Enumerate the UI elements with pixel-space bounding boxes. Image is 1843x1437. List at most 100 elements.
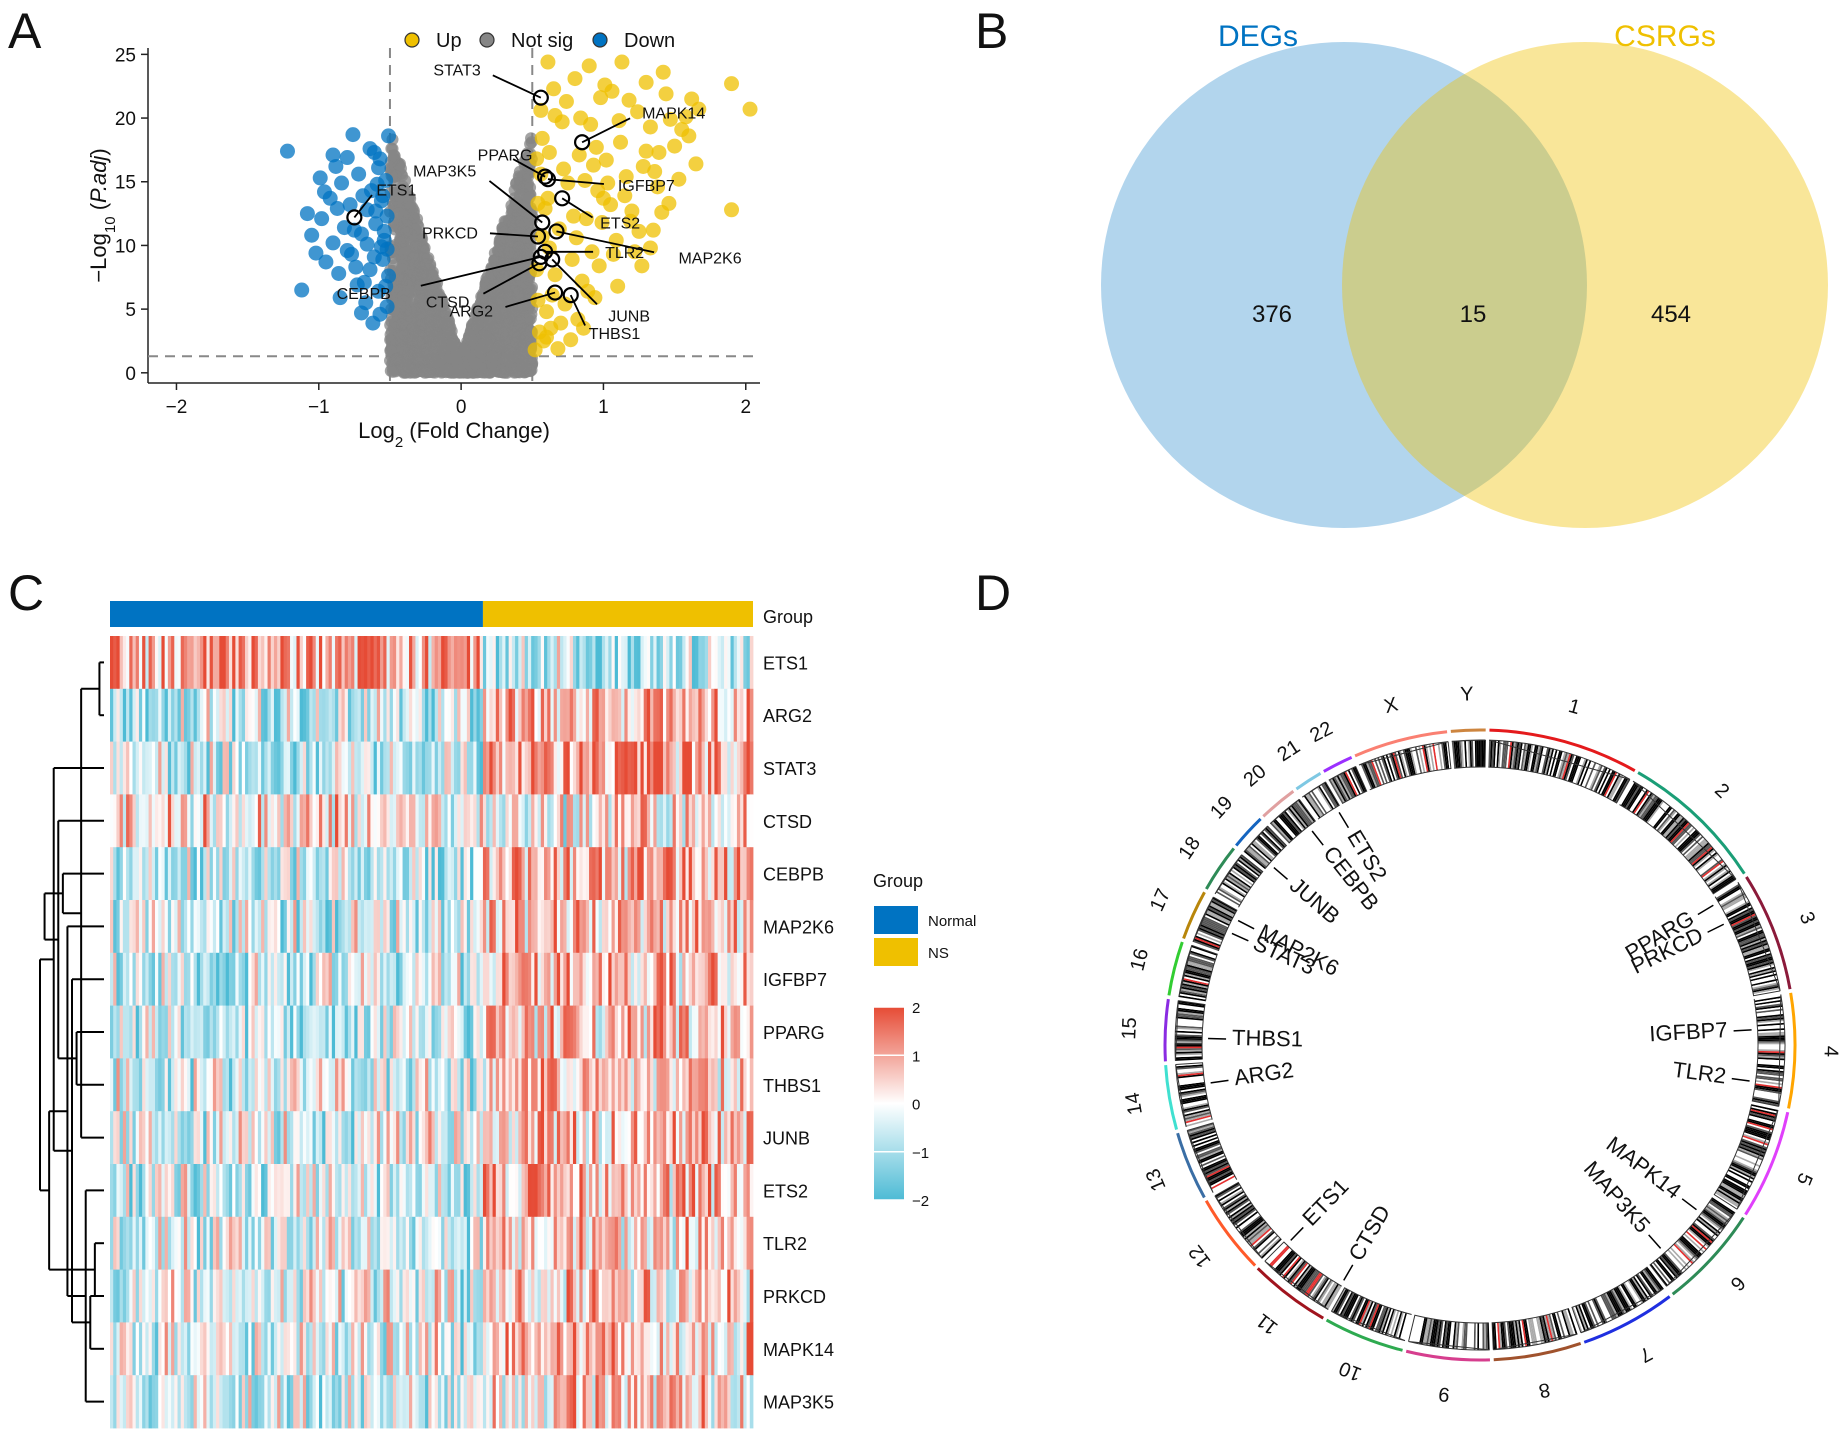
heatmap-cell [479, 900, 484, 954]
heatmap-cell [386, 1005, 391, 1059]
heatmap-cell [714, 794, 719, 848]
heatmap-cell [132, 794, 137, 848]
heatmap-cell [241, 1058, 246, 1112]
heatmap-cell [200, 1058, 204, 1112]
heatmap-cell [579, 847, 584, 901]
heatmap-cell [248, 741, 252, 795]
heatmap-cell [460, 1111, 465, 1165]
heatmap-cell [550, 688, 555, 742]
heatmap-cell [335, 1269, 339, 1323]
heatmap-cell [466, 1111, 471, 1165]
heatmap-cell [167, 794, 172, 848]
heatmap-cell [428, 900, 432, 954]
heatmap-cell [135, 900, 140, 954]
heatmap-cell [457, 688, 461, 742]
heatmap-cell [203, 688, 207, 742]
heatmap-cell [489, 1058, 493, 1112]
heatmap-cell [335, 847, 339, 901]
heatmap-cell [315, 1005, 320, 1059]
heatmap-cell [235, 636, 239, 690]
heatmap-cell [643, 1058, 648, 1112]
up-point [547, 267, 563, 283]
heatmap-cell [122, 636, 127, 690]
heatmap-cell [193, 1269, 198, 1323]
heatmap-cell [679, 688, 683, 742]
heatmap-cell [309, 688, 313, 742]
heatmap-cell [431, 1269, 436, 1323]
heatmap-cell [344, 794, 349, 848]
not-sig-point [512, 289, 525, 302]
heatmap-cell [228, 847, 233, 901]
heatmap-cell [624, 1058, 629, 1112]
heatmap-cell [553, 847, 558, 901]
heatmap-cell [190, 1164, 194, 1218]
heatmap-cell [617, 900, 622, 954]
heatmap-cell [482, 636, 487, 690]
heatmap-cell [421, 741, 426, 795]
heatmap-cell [627, 794, 632, 848]
heatmap-cell [428, 952, 432, 1006]
heatmap-cell [318, 1005, 323, 1059]
heatmap-cell [637, 636, 641, 690]
heatmap-cell [653, 1005, 657, 1059]
heatmap-cell [254, 1164, 259, 1218]
heatmap-cell [589, 952, 593, 1006]
heatmap-cell [627, 636, 632, 690]
heatmap-cell [354, 900, 358, 954]
heatmap-cell [547, 1005, 551, 1059]
heatmap-cell [219, 1164, 223, 1218]
heatmap-cell [126, 847, 130, 901]
heatmap-cell [544, 1005, 548, 1059]
heatmap-cell [508, 636, 513, 690]
heatmap-cell [299, 1058, 304, 1112]
gene-label: PRKCD [422, 226, 478, 243]
heatmap-cell [740, 1164, 744, 1218]
heatmap-cell [563, 1111, 567, 1165]
heatmap-cell [685, 636, 690, 690]
heatmap-cell [380, 952, 384, 1006]
heatmap-cell [116, 952, 121, 1006]
heatmap-cell [113, 847, 117, 901]
heatmap-cell [261, 847, 265, 901]
heatmap-cell [145, 1058, 149, 1112]
heatmap-cell [392, 1111, 397, 1165]
heatmap-cell [383, 1058, 387, 1112]
heatmap-cell [563, 847, 567, 901]
heatmap-cell [736, 1164, 741, 1218]
heatmap-cell [682, 952, 686, 1006]
heatmap-cell [351, 1269, 355, 1323]
heatmap-cell [707, 1058, 712, 1112]
heatmap-cell [691, 1164, 696, 1218]
heatmap-cell [437, 1269, 442, 1323]
heatmap-cell [701, 741, 706, 795]
heatmap-cell [338, 741, 342, 795]
heatmap-cell [711, 1216, 715, 1270]
heatmap-cell [508, 900, 513, 954]
heatmap-cell [592, 952, 596, 1006]
heatmap-cell [312, 688, 317, 742]
heatmap-cell [261, 636, 265, 690]
heatmap-cell [363, 688, 368, 742]
heatmap-cell [563, 636, 567, 690]
heatmap-cell [473, 741, 477, 795]
heatmap-cell [691, 900, 696, 954]
heatmap-cell [357, 847, 362, 901]
heatmap-cell [357, 952, 362, 1006]
heatmap-cell [270, 1164, 275, 1218]
heatmap-cell [614, 688, 619, 742]
heatmap-row-label: IGFBP7 [763, 970, 827, 990]
heatmap-cell [707, 1005, 712, 1059]
heatmap-cell [290, 1058, 294, 1112]
heatmap-cell [457, 1005, 461, 1059]
heatmap-cell [527, 847, 532, 901]
heatmap-cell [126, 1164, 130, 1218]
heatmap-cell [273, 952, 278, 1006]
heatmap-cell [492, 1269, 497, 1323]
heatmap-cell [749, 794, 754, 848]
heatmap-cell [749, 1164, 754, 1218]
gene-label: CTSD [426, 294, 470, 311]
heatmap-cell [325, 636, 330, 690]
heatmap-cell [267, 952, 272, 1006]
heatmap-cell [447, 847, 452, 901]
heatmap-cell [431, 900, 436, 954]
